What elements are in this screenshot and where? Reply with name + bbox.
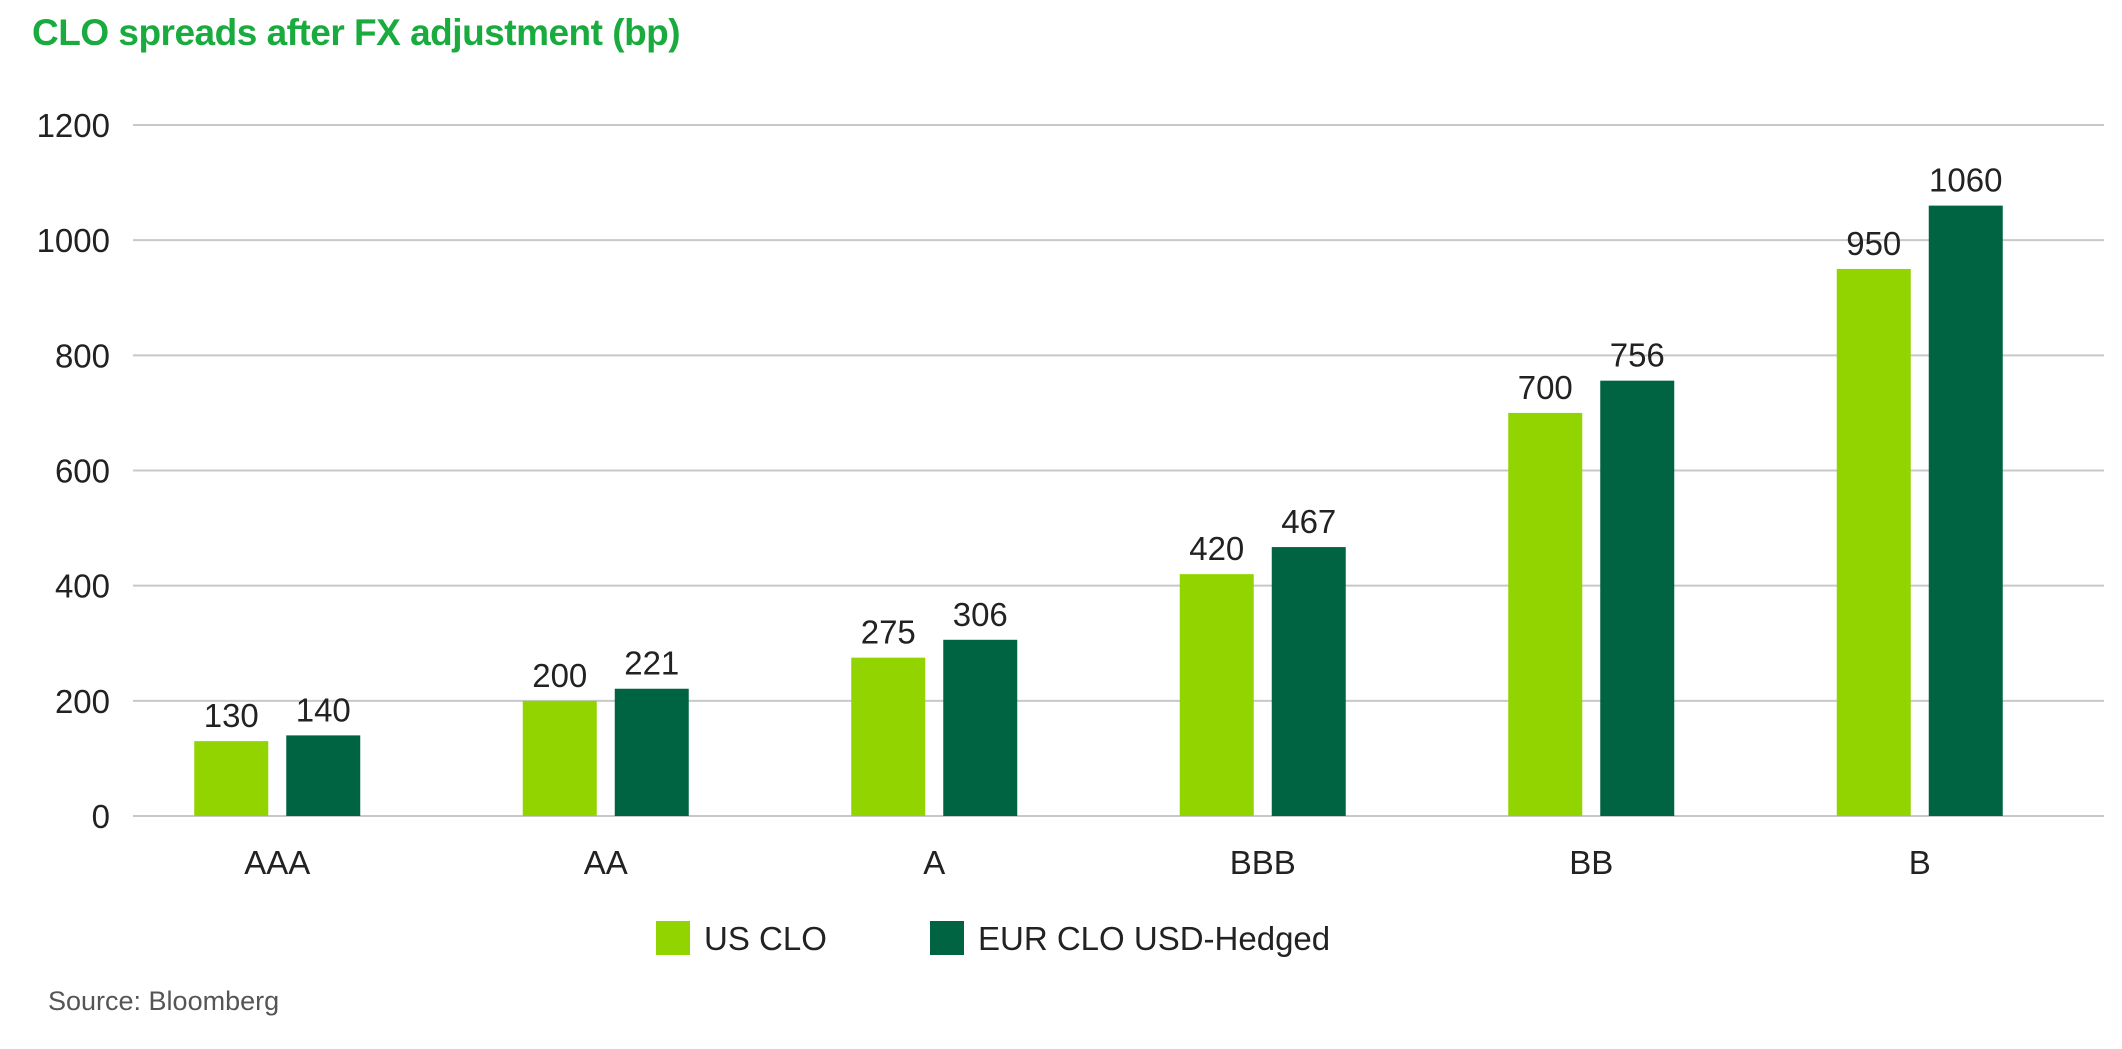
bar-bb-series-0 [1508, 412, 1583, 816]
gridlines [133, 124, 2104, 817]
bar-bbb-series-0 [1179, 574, 1254, 816]
x-category-label-aa: AA [584, 844, 628, 881]
data-label-bb-series-0: 700 [1518, 369, 1573, 406]
y-tick-label-400: 400 [55, 568, 110, 605]
bar-bb-series-1 [1600, 380, 1675, 816]
y-tick-label-1000: 1000 [37, 222, 110, 259]
x-axis: AAA AA A BBB BB B [244, 844, 1931, 881]
x-category-label-bb: BB [1569, 844, 1613, 881]
bar-b-series-1 [1928, 205, 2003, 816]
bar-bbb-series-1 [1271, 547, 1346, 816]
data-label-bbb-series-1: 467 [1281, 503, 1336, 540]
data-label-aa-series-0: 200 [532, 657, 587, 694]
bar-aaa-series-1 [286, 735, 361, 816]
data-label-a-series-0: 275 [861, 614, 916, 651]
y-axis: 0 200 400 600 800 1000 1200 [37, 107, 110, 835]
bar-aa-series-1 [614, 688, 689, 816]
legend-label-1: EUR CLO USD-Hedged [978, 920, 1330, 957]
bar-aa-series-0 [522, 700, 597, 816]
bar-a-series-1 [943, 639, 1018, 816]
legend-swatch-1 [930, 921, 964, 955]
data-label-aaa-series-0: 130 [204, 697, 259, 734]
data-label-b-series-0: 950 [1846, 225, 1901, 262]
legend-label-0: US CLO [704, 920, 827, 957]
data-label-bbb-series-0: 420 [1189, 530, 1244, 567]
x-category-label-aaa: AAA [244, 844, 310, 881]
y-tick-label-1200: 1200 [37, 107, 110, 144]
legend-swatch-0 [656, 921, 690, 955]
y-tick-label-200: 200 [55, 683, 110, 720]
bars [194, 205, 2003, 816]
data-label-aaa-series-1: 140 [296, 691, 351, 728]
y-tick-label-800: 800 [55, 337, 110, 374]
chart-title: CLO spreads after FX adjustment (bp) [32, 12, 681, 53]
bar-aaa-series-0 [194, 741, 269, 816]
data-label-a-series-1: 306 [953, 596, 1008, 633]
y-tick-label-600: 600 [55, 453, 110, 490]
x-category-label-bbb: BBB [1230, 844, 1296, 881]
x-category-label-b: B [1909, 844, 1931, 881]
bar-a-series-0 [851, 657, 926, 816]
data-labels: 130 140 200 221 275 306 420 467 700 756 950 1060 [204, 162, 2003, 735]
x-category-label-a: A [923, 844, 945, 881]
data-label-aa-series-1: 221 [624, 645, 679, 682]
y-tick-label-0: 0 [92, 798, 110, 835]
bar-b-series-0 [1836, 268, 1911, 816]
source-note: Source: Bloomberg [48, 986, 280, 1016]
data-label-bb-series-1: 756 [1610, 337, 1665, 374]
legend: US CLO EUR CLO USD-Hedged [656, 920, 1330, 957]
bar-chart: 0 200 400 600 800 1000 1200 130 140 200 221 275 306… [37, 107, 2104, 957]
data-label-b-series-1: 1060 [1929, 162, 2002, 199]
